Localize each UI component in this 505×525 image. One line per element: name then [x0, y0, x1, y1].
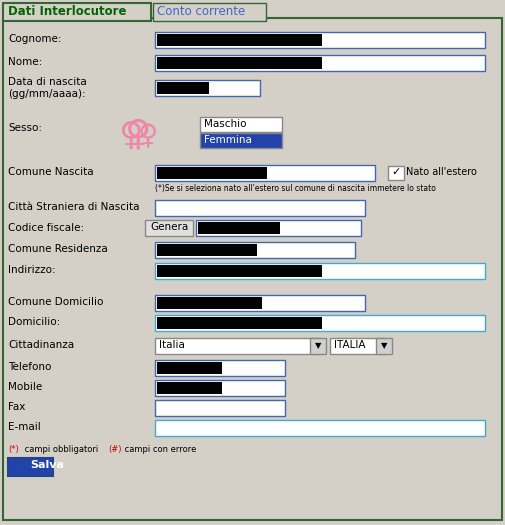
Text: E-mail: E-mail [8, 422, 41, 432]
Text: Salva: Salva [30, 460, 64, 470]
Text: campi obbligatori: campi obbligatori [22, 445, 100, 454]
Bar [310, 338, 325, 354]
Text: ▼: ▼ [314, 341, 321, 351]
Text: Città Straniera di Nascita: Città Straniera di Nascita [8, 202, 139, 212]
Text: ITALIA: ITALIA [333, 340, 365, 350]
Bar [155, 80, 260, 96]
Text: Comune Domicilio: Comune Domicilio [8, 297, 103, 307]
Text: (*): (*) [8, 445, 19, 454]
Text: Italia: Italia [159, 340, 184, 350]
Text: Sesso:: Sesso: [8, 123, 42, 133]
Text: (*)Se si seleziona nato all'estero sul comune di nascita immetere lo stato: (*)Se si seleziona nato all'estero sul c… [155, 184, 435, 193]
Bar [155, 400, 284, 416]
Bar [157, 34, 321, 46]
Bar [153, 3, 266, 21]
Bar [157, 317, 321, 329]
Text: (#): (#) [108, 445, 121, 454]
Text: Dati Interlocutore: Dati Interlocutore [8, 5, 126, 18]
Bar [157, 167, 267, 179]
Bar [155, 32, 484, 48]
Bar [155, 165, 374, 181]
Bar [155, 315, 484, 331]
Bar [155, 420, 484, 436]
Bar [329, 338, 384, 354]
Bar [155, 55, 484, 71]
Text: Indirizzo:: Indirizzo: [8, 265, 56, 275]
Bar [387, 166, 403, 180]
Bar [155, 200, 364, 216]
Text: Maschio: Maschio [204, 119, 246, 129]
Bar [8, 458, 53, 476]
Bar [199, 117, 281, 132]
Text: Nato all'estero: Nato all'estero [405, 167, 476, 177]
Text: Cognome:: Cognome: [8, 34, 62, 44]
Text: Conto corrente: Conto corrente [157, 5, 245, 18]
Bar [155, 242, 355, 258]
Bar [157, 244, 257, 256]
Bar [197, 222, 279, 234]
Bar [157, 362, 222, 374]
Bar [155, 360, 284, 376]
Text: Data di nascita
(gg/mm/aaaa):: Data di nascita (gg/mm/aaaa): [8, 77, 86, 99]
Text: Cittadinanza: Cittadinanza [8, 340, 74, 350]
Text: Telefono: Telefono [8, 362, 52, 372]
Bar [157, 297, 262, 309]
Text: ♀: ♀ [137, 121, 158, 149]
Bar [199, 133, 281, 148]
Bar [375, 338, 391, 354]
Bar [157, 57, 321, 69]
Bar [195, 220, 360, 236]
Bar [155, 338, 319, 354]
Text: Femmina: Femmina [204, 135, 251, 145]
Text: Fax: Fax [8, 402, 25, 412]
Text: ♀: ♀ [118, 119, 142, 152]
Bar [155, 295, 364, 311]
Text: Mobile: Mobile [8, 382, 42, 392]
Bar [145, 220, 192, 236]
Text: Comune Residenza: Comune Residenza [8, 244, 108, 254]
Text: ✓: ✓ [390, 167, 400, 177]
Text: ♀: ♀ [125, 117, 151, 151]
Text: Codice fiscale:: Codice fiscale: [8, 223, 84, 233]
Bar [157, 82, 209, 94]
Bar [155, 263, 484, 279]
Text: Genera: Genera [149, 222, 188, 232]
Text: Nome:: Nome: [8, 57, 42, 67]
Bar [3, 3, 150, 21]
Bar [157, 265, 321, 277]
Text: Comune Nascita: Comune Nascita [8, 167, 93, 177]
Text: ▼: ▼ [380, 341, 386, 351]
Bar [155, 380, 284, 396]
Bar [157, 382, 222, 394]
Text: campi con errore: campi con errore [122, 445, 196, 454]
Text: Domicilio:: Domicilio: [8, 317, 60, 327]
